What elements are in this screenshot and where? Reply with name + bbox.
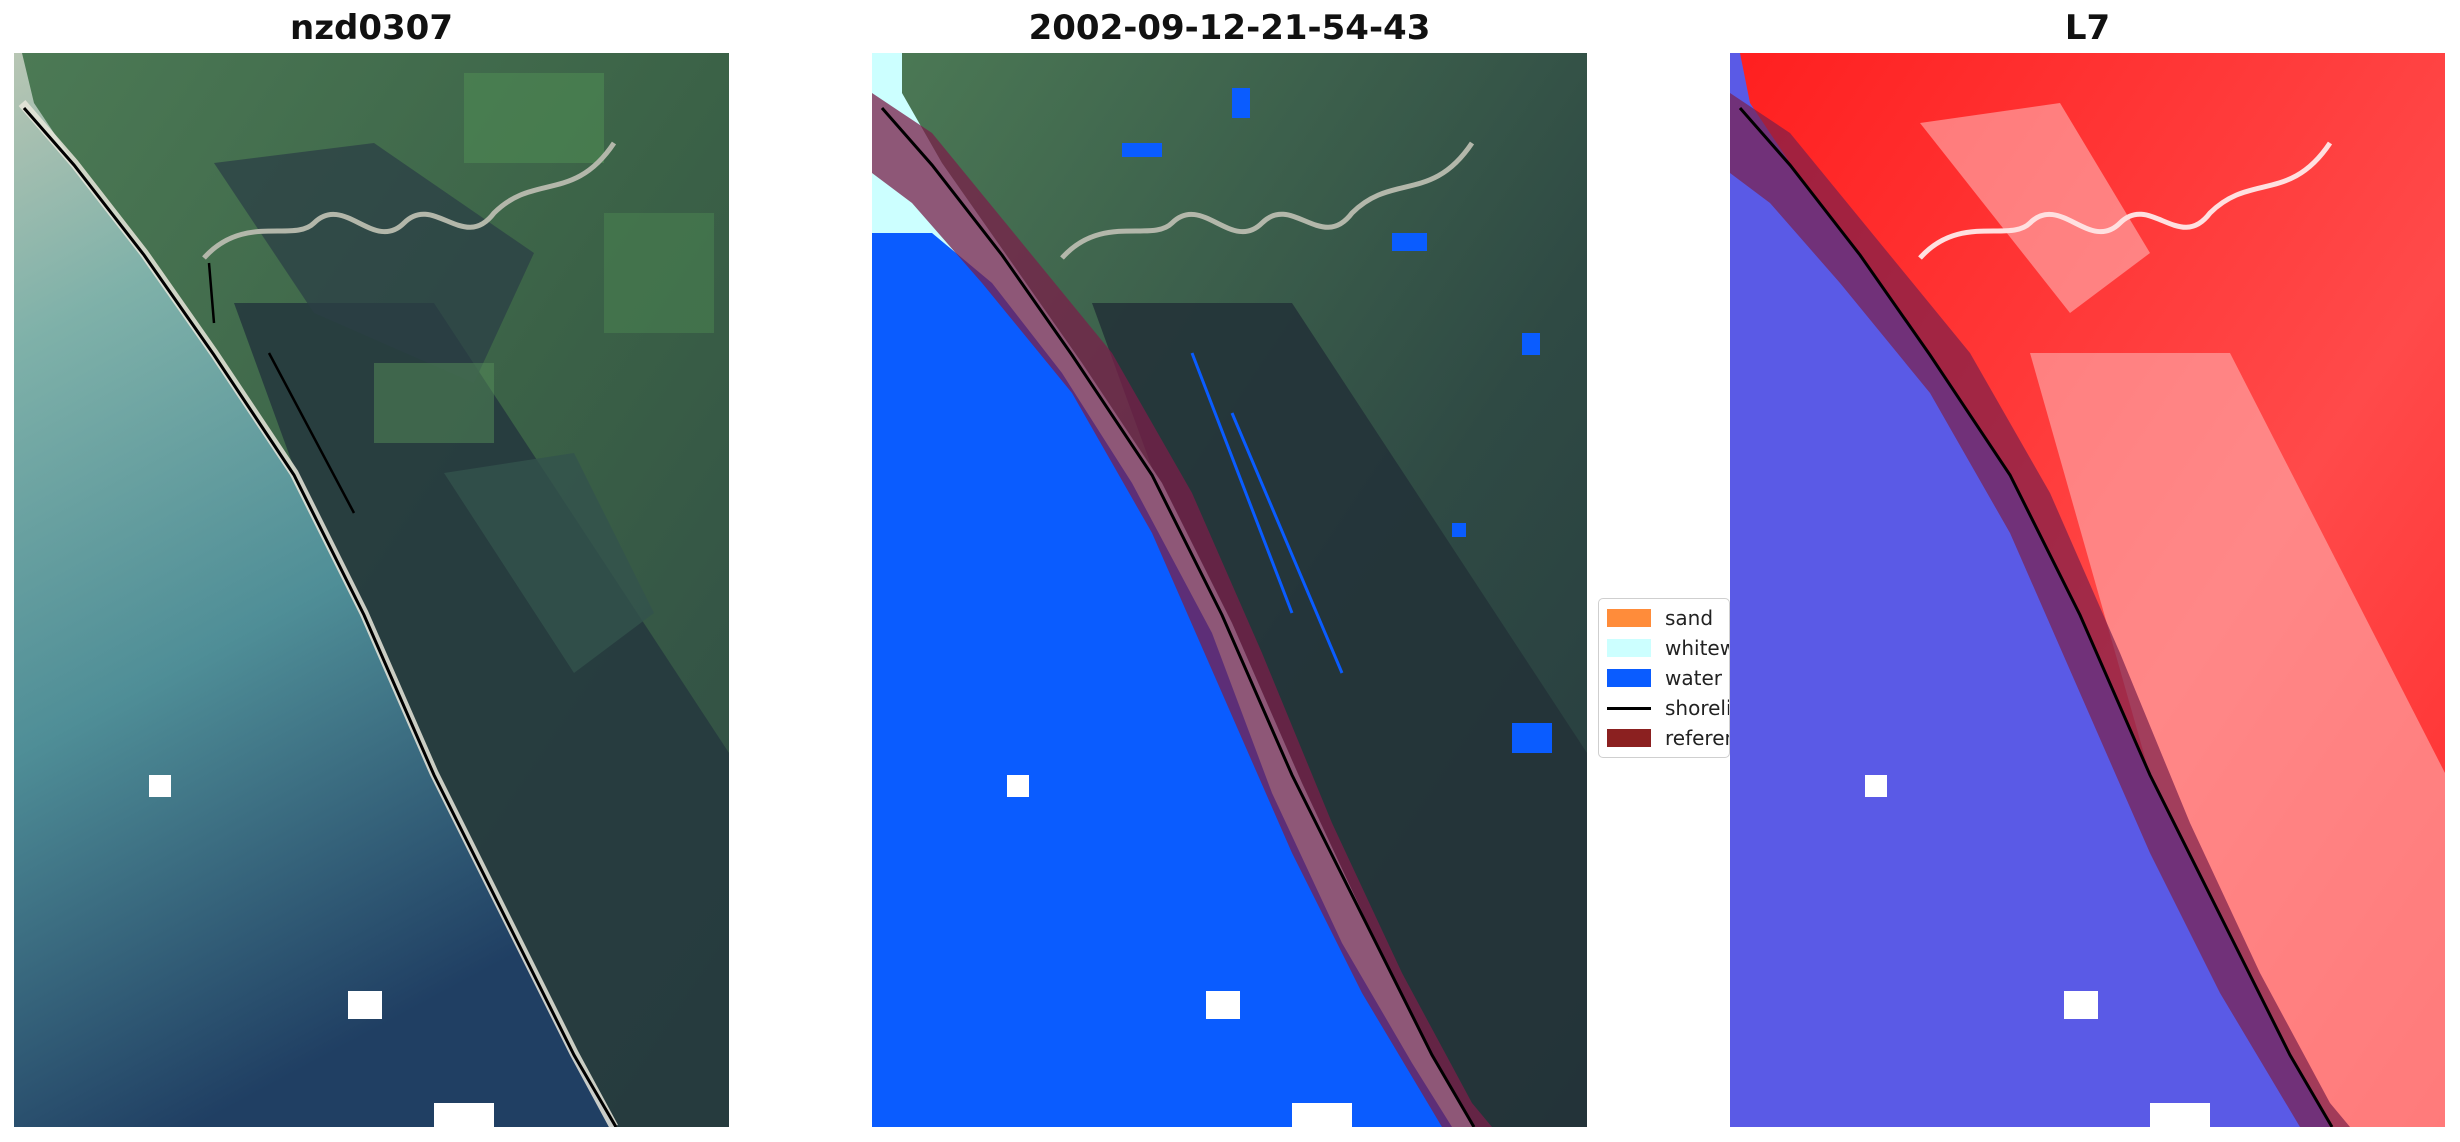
rgb-satellite-image (14, 53, 729, 1127)
panel-title-2: 2002-09-12-21-54-43 (1028, 8, 1431, 48)
legend-swatch-shoreline (1607, 706, 1651, 710)
classified-image-panel (872, 53, 1587, 1127)
legend-item-water: water (1607, 665, 1722, 691)
classified-satellite-image (872, 53, 1587, 1127)
panel-title-3: L7 (2064, 8, 2111, 48)
legend-swatch-whitewater (1607, 639, 1651, 657)
shoreline-line (880, 107, 1476, 1127)
legend-label-reference: reference shoreline buffer (1665, 726, 1729, 750)
false-color-panel (1730, 53, 2445, 1127)
false-color-image (1730, 53, 2445, 1127)
reference-buffer (872, 93, 1492, 1127)
shoreline-line (22, 107, 618, 1127)
legend-label-water: water (1665, 666, 1722, 690)
legend-item-shoreline: shoreline (1607, 695, 1729, 721)
legend-label-sand: sand (1665, 606, 1714, 630)
legend-item-reference: reference shoreline buffer (1607, 725, 1729, 751)
rgb-image-panel (14, 53, 729, 1127)
legend-item-sand: sand (1607, 605, 1713, 631)
legend-swatch-reference (1607, 729, 1651, 747)
shoreline-line (1738, 107, 2334, 1127)
legend-swatch-water (1607, 669, 1651, 687)
legend-label-shoreline: shoreline (1665, 696, 1729, 720)
panel-title-1: nzd0307 (290, 8, 453, 48)
legend-swatch-sand (1607, 609, 1651, 627)
